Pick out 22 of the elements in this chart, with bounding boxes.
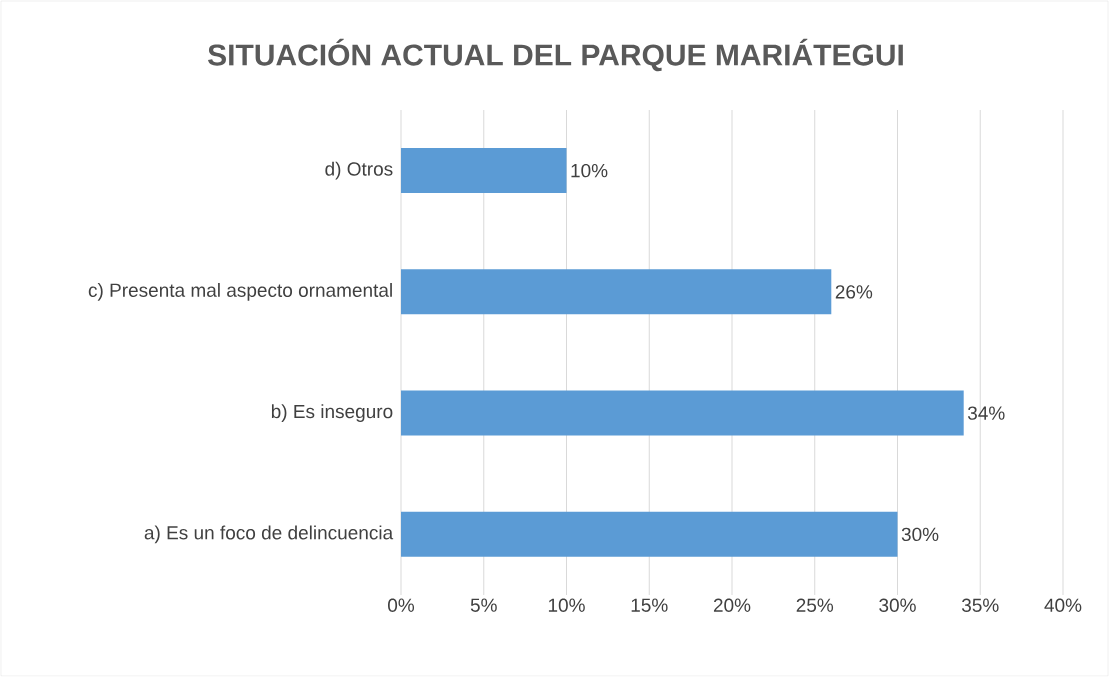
bar: [401, 148, 567, 194]
y-tick-label: a) Es un foco de delincuencia: [144, 525, 394, 544]
data-label: 10%: [571, 163, 608, 178]
bar: [401, 269, 832, 315]
chart-title: SITUACIÓN ACTUAL DEL PARQUE MARIÁTEGUI: [207, 38, 903, 72]
x-tick-label: 30%: [879, 598, 916, 612]
x-tick-label: 20%: [713, 598, 751, 612]
data-label: 34%: [967, 406, 1005, 420]
x-tick-label: 35%: [961, 598, 999, 612]
y-tick-label: d) Otros: [325, 161, 393, 180]
x-tick-label: 15%: [631, 598, 668, 612]
bar: [401, 511, 898, 557]
x-tick-label: 25%: [796, 598, 834, 612]
bar: [401, 390, 964, 436]
y-tick-label: c) Presenta mal aspecto ornamental: [88, 283, 392, 301]
data-label: 26%: [835, 285, 873, 299]
data-label: 30%: [901, 527, 939, 542]
x-tick-label: 40%: [1044, 598, 1082, 612]
x-tick-label: 0%: [388, 598, 415, 612]
x-tick-label: 10%: [548, 598, 585, 612]
y-tick-label: b) Es inseguro: [271, 404, 393, 422]
x-tick-label: 5%: [470, 598, 497, 612]
